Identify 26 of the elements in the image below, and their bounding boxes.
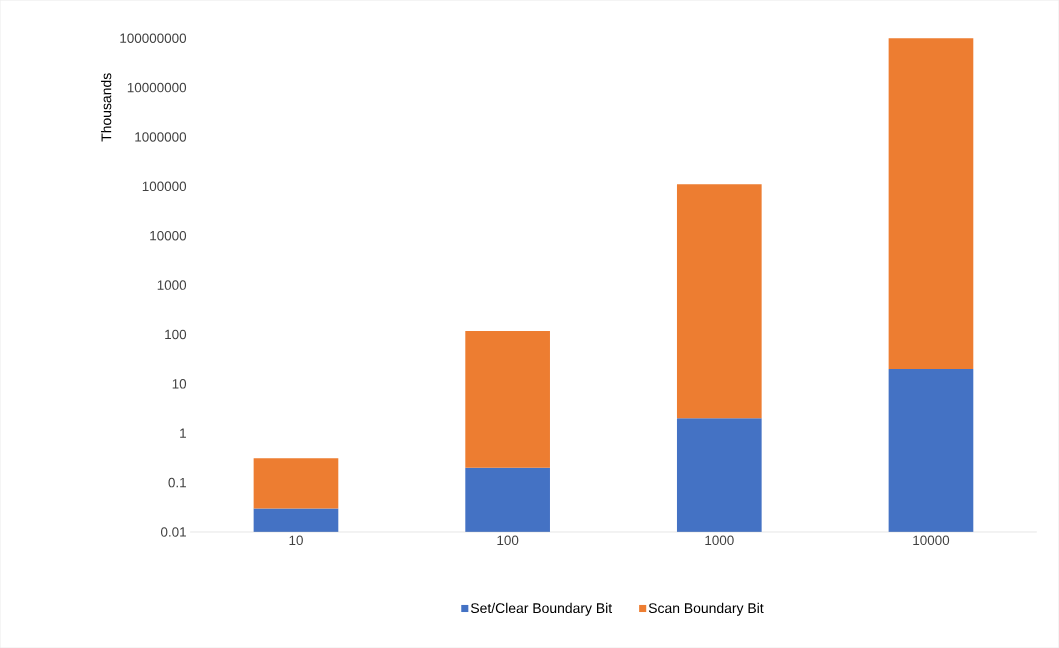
y-tick-label: 100000 bbox=[142, 181, 187, 192]
y-tick-label: 0.1 bbox=[168, 477, 186, 488]
y-tick-label: 1000 bbox=[157, 280, 187, 290]
legend-label: Set/Clear Boundary Bit bbox=[470, 602, 613, 616]
bar bbox=[465, 467, 550, 532]
bar bbox=[253, 458, 339, 509]
y-tick-label: 10000000 bbox=[127, 82, 187, 93]
legend-label: Scan Boundary Bit bbox=[648, 602, 764, 616]
x-tick-label: 1000 bbox=[705, 535, 734, 545]
x-tick-label: 10 bbox=[289, 535, 303, 545]
bar bbox=[465, 331, 550, 468]
bar bbox=[888, 368, 974, 532]
y-tick-label: 100 bbox=[165, 329, 187, 340]
y-tick-label: 1000000 bbox=[135, 132, 187, 142]
x-tick-label: 100 bbox=[497, 535, 519, 545]
y-tick-label: 10000 bbox=[150, 230, 187, 241]
y-axis-title: Thousands bbox=[101, 73, 112, 142]
x-tick-label: 10000 bbox=[913, 535, 950, 545]
y-tick-label: 10 bbox=[172, 379, 187, 389]
y-tick-label: 0.01 bbox=[160, 527, 186, 537]
bar bbox=[253, 508, 339, 532]
bar bbox=[888, 38, 974, 369]
y-tick-label: 1 bbox=[180, 428, 186, 438]
y-tick-label: 100000000 bbox=[120, 33, 187, 43]
bar bbox=[676, 184, 762, 419]
bar bbox=[676, 418, 762, 532]
